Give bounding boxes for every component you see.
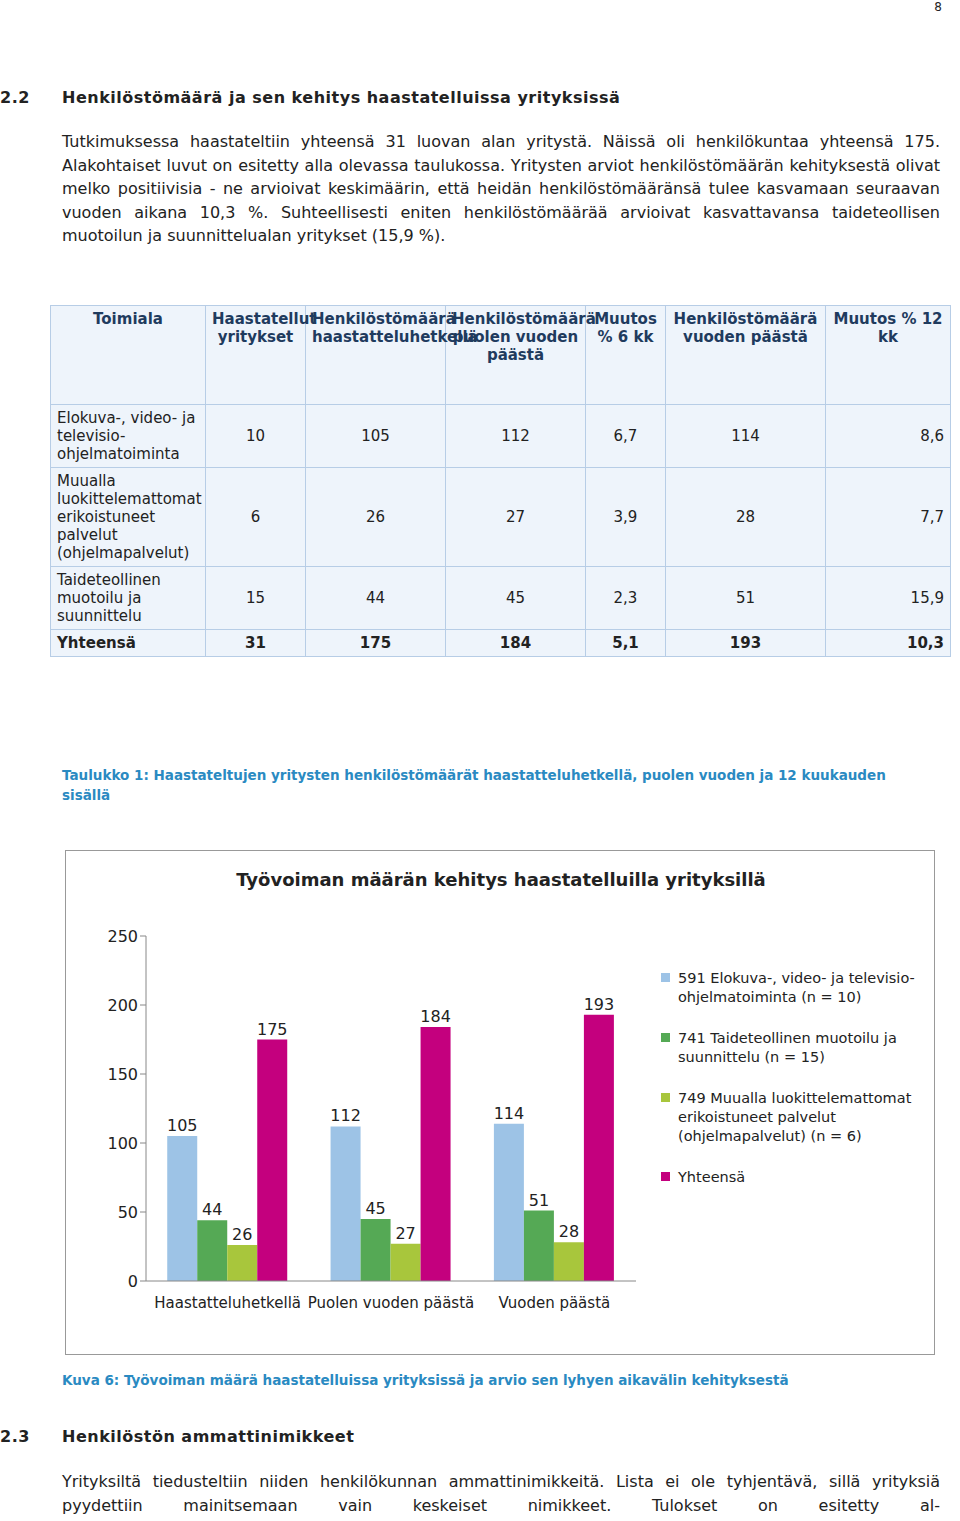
svg-text:Vuoden päästä: Vuoden päästä	[498, 1294, 610, 1312]
svg-text:45: 45	[365, 1199, 385, 1218]
svg-text:184: 184	[420, 1007, 451, 1026]
html-text:45: 45	[506, 589, 525, 607]
html-text:114: 114	[731, 427, 760, 445]
html-text:741 Taideteollinen muotoilu ja: 741 Taideteollinen muotoilu ja suunnitte…	[678, 1030, 897, 1065]
html-text:28: 28	[736, 508, 755, 526]
html-text:Elokuva-, video- ja televisio-: Elokuva-, video- ja televisio-ohjelmatoi…	[57, 409, 196, 463]
html-text:591 Elokuva-, video- ja televi: 591 Elokuva-, video- ja televisio-ohjelm…	[678, 970, 915, 1005]
html-text:51: 51	[736, 589, 755, 607]
svg-text:51: 51	[529, 1191, 549, 1210]
svg-text:250: 250	[107, 927, 138, 946]
html-text:Henkilöstömäärä vuoden päästä: Henkilöstömäärä vuoden päästä	[673, 310, 818, 346]
html-text:10: 10	[246, 427, 265, 445]
svg-text:114: 114	[494, 1104, 525, 1123]
svg-text:200: 200	[107, 996, 138, 1015]
html-text:15,9: 15,9	[910, 589, 944, 607]
html-text:8: 8	[934, 0, 942, 14]
html-text:Henkilöstön ammattinimikkeet: Henkilöstön ammattinimikkeet	[62, 1427, 355, 1446]
svg-text:28: 28	[559, 1222, 579, 1241]
html-text:Taulukko 1: Haastateltujen yri: Taulukko 1: Haastateltujen yritysten hen…	[62, 767, 886, 803]
html-text:31: 31	[245, 634, 266, 652]
svg-text:Puolen vuoden päästä: Puolen vuoden päästä	[308, 1294, 475, 1312]
html-text:2,3: 2,3	[613, 589, 638, 607]
svg-text:50: 50	[118, 1203, 138, 1222]
svg-text:0: 0	[128, 1272, 138, 1291]
html-text:7,7: 7,7	[920, 508, 944, 526]
html-text:Haastatellut yritykset: Haastatellut yritykset	[212, 310, 317, 346]
html-text:105: 105	[361, 427, 390, 445]
html-text:Muualla luokittelemattomat eri: Muualla luokittelemattomat erikoistuneet…	[57, 472, 202, 562]
svg-text:112: 112	[330, 1106, 361, 1125]
html-text:Kuva 6: Työvoiman määrä haasta: Kuva 6: Työvoiman määrä haastatelluissa …	[62, 1372, 789, 1388]
html-text:6,7: 6,7	[613, 427, 638, 445]
html-text:2.3: 2.3	[0, 1427, 30, 1446]
html-text:193: 193	[729, 634, 762, 652]
svg-text:100: 100	[107, 1134, 138, 1153]
html-text:2.2: 2.2	[0, 88, 30, 107]
svg-text:44: 44	[202, 1200, 222, 1219]
html-text:Yhteensä: Yhteensä	[57, 634, 136, 652]
html-text:Muutos % 6 kk: Muutos % 6 kk	[594, 310, 657, 346]
html-text:8,6: 8,6	[920, 427, 944, 445]
svg-text:105: 105	[167, 1116, 198, 1135]
html-text:26: 26	[366, 508, 385, 526]
svg-text:26: 26	[232, 1225, 252, 1244]
html-text:Muutos % 12 kk: Muutos % 12 kk	[833, 310, 943, 346]
html-text:Tutkimuksessa haastateltiin yh: Tutkimuksessa haastateltiin yhteensä 31 …	[62, 132, 940, 245]
html-text:Työvoiman määrän kehitys haast: Työvoiman määrän kehitys haastatelluilla…	[236, 869, 766, 890]
svg-text:27: 27	[395, 1224, 415, 1243]
html-text:5,1: 5,1	[612, 634, 639, 652]
html-text:184: 184	[499, 634, 532, 652]
html-text:112: 112	[501, 427, 530, 445]
html-text:3,9: 3,9	[613, 508, 638, 526]
html-text:10,3: 10,3	[907, 634, 944, 652]
svg-text:Haastatteluhetkellä: Haastatteluhetkellä	[154, 1294, 301, 1312]
html-text:175: 175	[359, 634, 392, 652]
svg-text:150: 150	[107, 1065, 138, 1084]
html-text:Henkilöstömäärä puolen vuoden: Henkilöstömäärä puolen vuoden päästä	[452, 310, 596, 364]
html-text:15: 15	[246, 589, 265, 607]
html-text:27: 27	[506, 508, 525, 526]
svg-text:193: 193	[584, 995, 615, 1014]
html-text:44: 44	[366, 589, 385, 607]
html-text:Henkilöstömäärä haastatteluhet: Henkilöstömäärä haastatteluhetkellä	[312, 310, 478, 346]
html-text:Yhteensä: Yhteensä	[678, 1169, 746, 1185]
html-text:Toimiala: Toimiala	[93, 310, 163, 328]
html-text:Yrityksiltä tiedusteltiin niid: Yrityksiltä tiedusteltiin niiden henkilö…	[62, 1472, 940, 1515]
html-text:749 Muualla luokittelemattomat: 749 Muualla luokittelemattomat erikoistu…	[678, 1090, 912, 1144]
html-text:Taideteollinen muotoilu ja suu: Taideteollinen muotoilu ja suunnittelu	[57, 571, 161, 625]
html-text:Henkilöstömäärä ja sen kehitys: Henkilöstömäärä ja sen kehitys haastatel…	[62, 88, 621, 107]
svg-text:175: 175	[257, 1020, 288, 1039]
html-text:6: 6	[250, 508, 261, 526]
